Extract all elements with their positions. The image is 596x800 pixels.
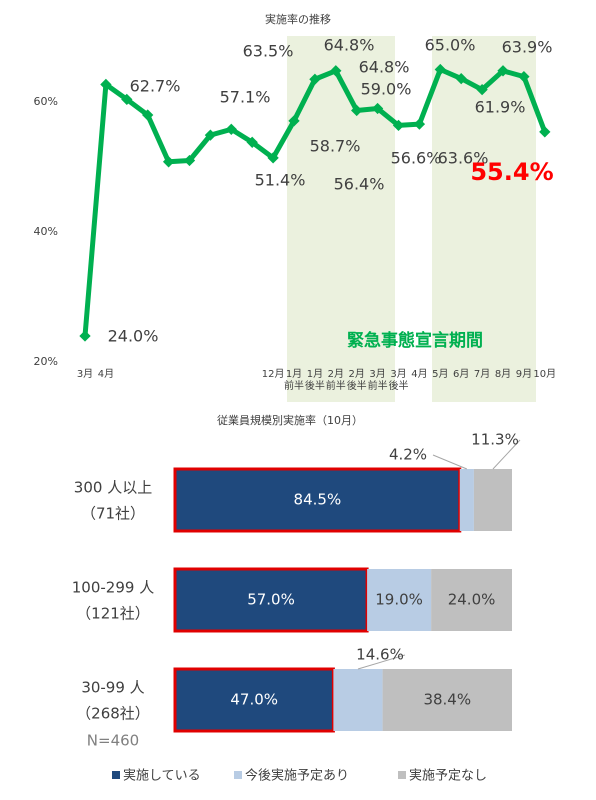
point bbox=[204, 129, 217, 141]
y-tick-sublabel: （268社） bbox=[76, 705, 150, 723]
x-tick-label: 3月 bbox=[390, 368, 406, 380]
point bbox=[539, 126, 551, 138]
point bbox=[183, 154, 196, 167]
legend-label: 今後実施予定あり bbox=[245, 768, 349, 784]
point bbox=[162, 156, 175, 168]
y-tick-label: 300 人以上 bbox=[74, 479, 152, 497]
data-label: 57.0% bbox=[247, 591, 295, 609]
legend-label: 実施予定なし bbox=[409, 768, 487, 784]
x-tick-label: 1月 bbox=[307, 368, 323, 380]
x-tick-label: 4月 bbox=[98, 368, 114, 380]
data-label: 63.9% bbox=[502, 38, 553, 57]
legend-swatch bbox=[234, 771, 242, 779]
data-label: 51.4% bbox=[255, 171, 306, 190]
x-tick-sublabel: 後半 bbox=[305, 379, 325, 392]
bar bbox=[173, 467, 462, 533]
x-tick-label: 7月 bbox=[474, 368, 490, 380]
data-label: 11.3% bbox=[471, 431, 519, 449]
data-label: 47.0% bbox=[230, 691, 278, 709]
y-tick-label: 60% bbox=[34, 95, 58, 108]
bar bbox=[173, 567, 369, 633]
x-tick-sublabel: 後半 bbox=[347, 379, 367, 392]
legend-label: 実施している bbox=[123, 768, 201, 784]
x-tick-label: 1月 bbox=[286, 368, 302, 380]
x-tick-label: 12月 bbox=[262, 368, 285, 380]
bar bbox=[173, 667, 335, 733]
point bbox=[267, 152, 279, 164]
chart-title: 実施率の推移 bbox=[265, 12, 331, 26]
y-tick-label: 100-299 人 bbox=[72, 579, 154, 597]
y-tick-label: 20% bbox=[34, 355, 58, 368]
y-tick-sublabel: （71社） bbox=[81, 505, 145, 523]
x-tick-label: 2月 bbox=[328, 368, 344, 380]
data-label: 56.6% bbox=[391, 149, 442, 168]
x-tick-label: 5月 bbox=[432, 368, 448, 380]
bar bbox=[333, 669, 383, 731]
y-tick-label: 30-99 人 bbox=[81, 679, 144, 697]
x-tick-sublabel: 前半 bbox=[284, 379, 304, 392]
emergency-band bbox=[432, 36, 536, 402]
x-tick-sublabel: 前半 bbox=[368, 379, 388, 392]
x-tick-label: 8月 bbox=[495, 368, 511, 380]
data-label: 56.4% bbox=[334, 175, 385, 194]
point bbox=[246, 136, 258, 148]
bar bbox=[382, 669, 512, 731]
data-label: 38.4% bbox=[423, 691, 471, 709]
data-label: 55.4% bbox=[470, 158, 553, 186]
bar bbox=[367, 569, 432, 631]
annotation: 緊急事態宣言期間 bbox=[347, 330, 483, 351]
data-label: 24.0% bbox=[108, 327, 159, 346]
data-label: 57.1% bbox=[220, 88, 271, 107]
legend-swatch bbox=[398, 771, 406, 779]
x-tick-sublabel: 前半 bbox=[326, 379, 346, 392]
data-label: 64.8% bbox=[359, 58, 410, 77]
leader-line bbox=[357, 654, 406, 670]
data-label: 64.8% bbox=[324, 36, 375, 55]
chart-title: 従業員規模別実施率（10月） bbox=[217, 413, 363, 427]
data-label: 84.5% bbox=[294, 491, 342, 509]
data-label: 14.6% bbox=[356, 646, 404, 664]
x-tick-sublabel: 後半 bbox=[389, 379, 409, 392]
x-tick-label: 9月 bbox=[516, 368, 532, 380]
legend-swatch bbox=[112, 771, 120, 779]
data-label: 4.2% bbox=[389, 446, 427, 464]
x-tick-label: 6月 bbox=[453, 368, 469, 380]
x-tick-label: 2月 bbox=[349, 368, 365, 380]
data-label: 65.0% bbox=[425, 36, 476, 55]
x-tick-label: 3月 bbox=[369, 368, 385, 380]
leader-line bbox=[492, 439, 521, 470]
x-tick-label: 10月 bbox=[533, 368, 556, 380]
bar bbox=[459, 469, 474, 531]
y-tick-sublabel: （121社） bbox=[76, 605, 150, 623]
annotation: N=460 bbox=[87, 732, 139, 750]
data-label: 19.0% bbox=[375, 591, 423, 609]
bar bbox=[473, 469, 512, 531]
x-tick-label: 4月 bbox=[411, 368, 427, 380]
data-label: 24.0% bbox=[448, 591, 496, 609]
data-label: 63.6% bbox=[438, 149, 489, 168]
leader-line bbox=[432, 454, 468, 470]
data-label: 62.7% bbox=[130, 77, 181, 96]
data-label: 61.9% bbox=[475, 98, 526, 117]
x-tick-label: 3月 bbox=[77, 368, 93, 380]
data-label: 58.7% bbox=[310, 137, 361, 156]
point bbox=[79, 330, 91, 342]
y-tick-label: 40% bbox=[34, 225, 58, 238]
data-label: 59.0% bbox=[361, 80, 412, 99]
data-label: 63.5% bbox=[243, 42, 294, 61]
bar bbox=[431, 569, 512, 631]
